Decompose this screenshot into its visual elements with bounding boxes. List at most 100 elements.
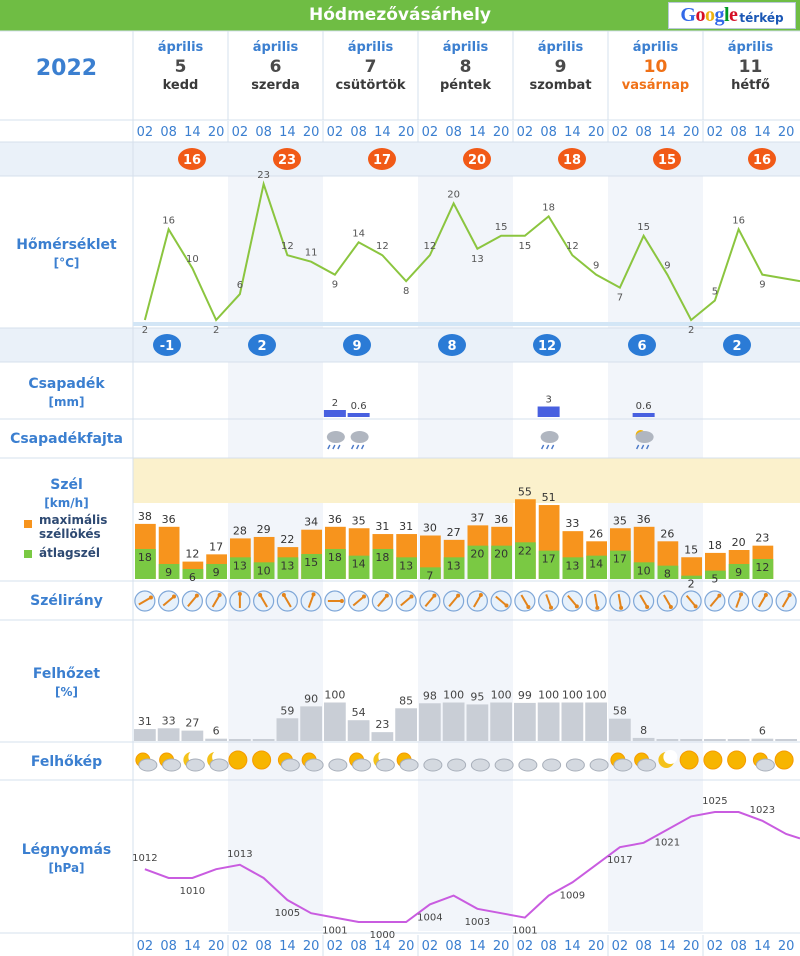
avg-wind-legend-label: átlagszél <box>39 546 101 560</box>
hour-label: 02 <box>327 125 344 140</box>
hour-label: 20 <box>303 125 320 140</box>
cloud-bar <box>775 739 797 741</box>
wind-arrow-head <box>763 592 768 597</box>
min-value: 8 <box>447 339 456 354</box>
wind-arrow-icon <box>495 595 508 607</box>
avg-wind-bar <box>657 565 679 579</box>
wind-arrow-icon <box>187 594 198 608</box>
max-value: 16 <box>183 153 201 168</box>
min-badge <box>438 334 466 356</box>
rain-drop-icon <box>550 444 555 450</box>
cloud-bar <box>490 702 512 741</box>
cloud-label: 6 <box>213 725 220 738</box>
wind-arrow-icon <box>162 595 175 607</box>
hour-label: 08 <box>255 939 272 954</box>
hour-label: 14 <box>184 939 201 954</box>
cloud-icon <box>328 758 348 772</box>
hour-label: 08 <box>635 939 652 954</box>
pressure-title: Légnyomás <box>21 842 112 858</box>
gust-label: 36 <box>162 513 176 526</box>
hour-label: 02 <box>612 125 629 140</box>
cloud-label: 100 <box>324 689 345 702</box>
min-badge <box>343 334 371 356</box>
temp-label: 13 <box>471 254 484 265</box>
gust-label: 31 <box>375 520 389 533</box>
cloud-label: 6 <box>759 725 766 738</box>
cloud-bar <box>585 702 607 741</box>
cloud-icon <box>138 758 158 772</box>
temp-label: 7 <box>617 293 623 304</box>
wind-arrow-icon <box>709 594 721 608</box>
precip-title: Csapadék <box>28 376 105 392</box>
precip-bar <box>323 410 346 417</box>
wind-arrow-icon <box>259 594 268 608</box>
gust-label: 26 <box>660 527 674 540</box>
gust-label: 28 <box>233 524 247 537</box>
hour-label: 20 <box>398 125 415 140</box>
avg-wind-label: 13 <box>565 559 579 572</box>
temp-label: 2 <box>213 325 219 336</box>
wind-arrow-icon <box>685 594 697 608</box>
hour-label: 08 <box>540 125 557 140</box>
cloud-icon <box>375 758 395 772</box>
day-weekday: kedd <box>162 78 199 93</box>
cloud-label: 23 <box>375 718 389 731</box>
google-map-link[interactable]: Google térkép <box>668 2 796 29</box>
cloud-label: 100 <box>562 689 583 702</box>
cloud-bar <box>442 702 465 741</box>
wind-arrow-head <box>409 594 414 599</box>
wind-arrow-head <box>339 599 344 603</box>
day-header: április 8 péntek <box>418 40 513 93</box>
gust-label: 51 <box>542 491 556 504</box>
cloud-bar <box>561 702 584 741</box>
temp-label: 9 <box>664 261 670 272</box>
avg-wind-bar <box>372 548 394 579</box>
wind-arrow-head <box>361 594 366 599</box>
day-header: április 9 szombat <box>513 40 608 93</box>
cloud-icon <box>399 758 419 772</box>
day-number: 11 <box>738 57 763 77</box>
cloud-bar <box>727 739 750 741</box>
hour-label: 14 <box>279 125 296 140</box>
day-header: április 7 csütörtök <box>323 40 418 93</box>
pressure-label: 1001 <box>322 926 347 937</box>
pressure-label: 1005 <box>275 908 300 919</box>
hour-label: 14 <box>184 125 201 140</box>
gust-label: 36 <box>328 513 342 526</box>
gust-legend-marker <box>24 520 32 528</box>
cloud-bar <box>324 702 346 741</box>
wind-arrow-icon <box>781 594 791 608</box>
wind-arrow-icon <box>617 593 623 609</box>
min-value: -1 <box>160 339 174 354</box>
temp-label: 12 <box>424 241 437 252</box>
day-weekday: szerda <box>251 78 300 93</box>
day-weekday: csütörtök <box>335 78 406 93</box>
hour-label: 20 <box>778 939 795 954</box>
cloud-icon <box>542 758 562 772</box>
rain-drop-icon <box>360 444 365 450</box>
temp-label: 9 <box>759 280 765 291</box>
wind-arrow-head <box>526 605 531 610</box>
avg-wind-bar <box>491 545 512 579</box>
pressure-label: 1004 <box>417 912 442 923</box>
avg-wind-bar <box>728 563 750 579</box>
temp-label: 15 <box>519 241 532 252</box>
avg-wind-label: 18 <box>138 551 152 564</box>
wind-arrow-head <box>237 592 242 596</box>
precip-unit: [mm] <box>48 395 85 409</box>
hour-label: 02 <box>612 939 629 954</box>
wind-arrow-head <box>171 594 176 599</box>
hour-label: 08 <box>160 125 177 140</box>
rain-drop-icon <box>355 444 360 450</box>
cloud-label: 33 <box>162 714 176 727</box>
avg-wind-bar <box>135 548 156 579</box>
cloud-label: 85 <box>399 694 413 707</box>
hour-label: 02 <box>137 125 154 140</box>
gust-label: 18 <box>708 539 722 552</box>
cloud-label: 54 <box>352 706 366 719</box>
temp-label: 14 <box>352 228 365 239</box>
max-badge <box>653 148 681 170</box>
hour-label: 02 <box>707 939 724 954</box>
avg-wind-legend-marker <box>24 550 32 558</box>
cloud-bar <box>466 704 489 741</box>
